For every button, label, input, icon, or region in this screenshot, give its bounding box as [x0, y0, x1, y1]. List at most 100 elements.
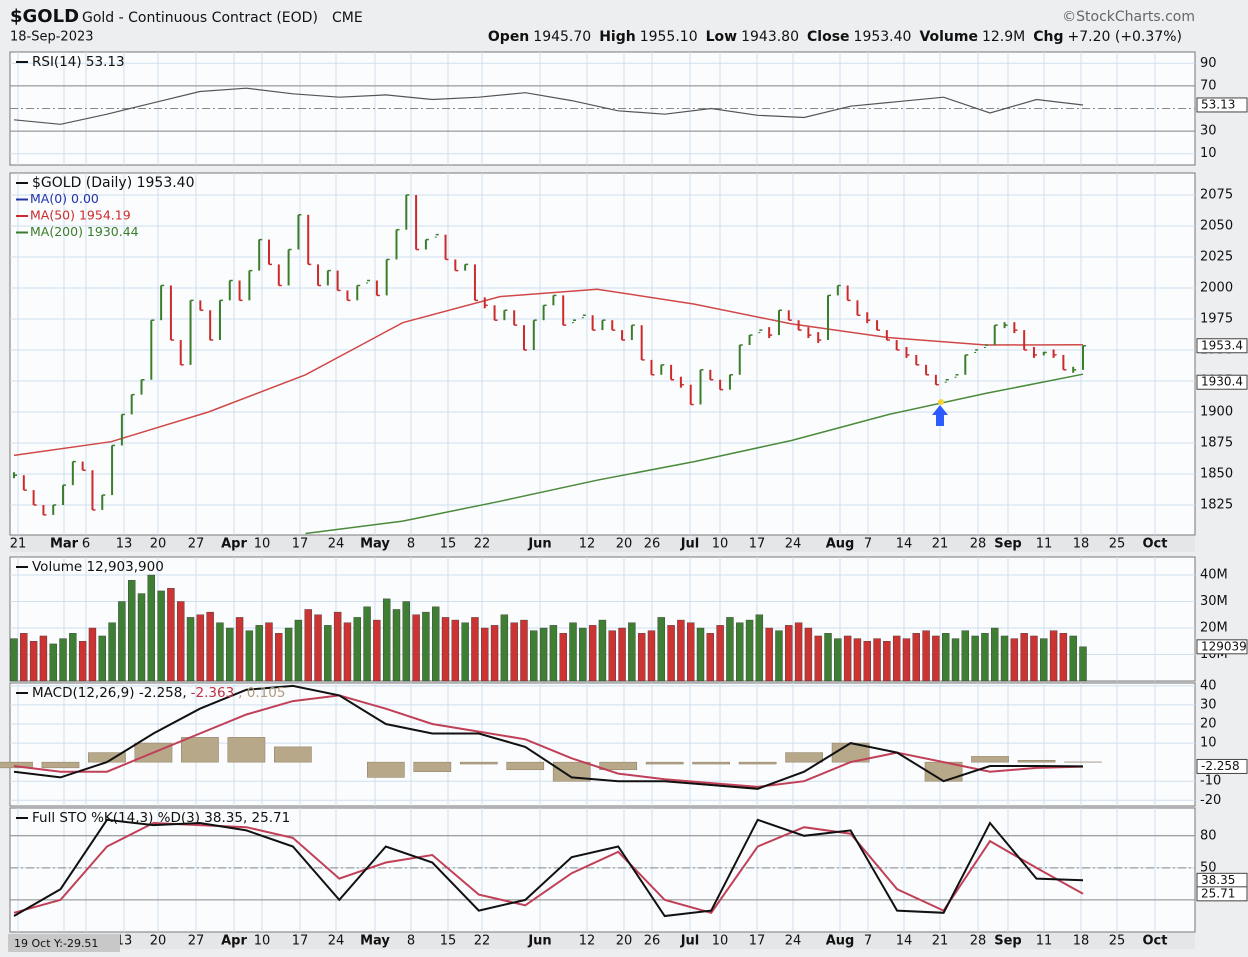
x-tick-label: 12 — [579, 934, 596, 949]
x-tick-label: 26 — [644, 537, 661, 552]
exchange: CME — [332, 10, 363, 26]
x-tick-label: Apr — [221, 537, 247, 552]
value-tag-box — [1196, 639, 1248, 655]
x-tick-label: Jun — [527, 934, 551, 949]
x-tick-label: 15 — [440, 934, 457, 949]
histogram-bar — [971, 756, 1009, 763]
volume-bar — [814, 635, 822, 682]
volume-bar — [343, 622, 352, 682]
x-tick-label: 17 — [292, 934, 309, 949]
volume-bar — [20, 633, 28, 682]
moving-average — [305, 373, 1084, 535]
panel — [9, 807, 1196, 933]
x-tick-label: Oct — [1143, 537, 1168, 552]
volume-bar — [88, 627, 97, 682]
volume-bar — [29, 641, 38, 682]
legend-entry: RSI(14) 53.13 — [32, 54, 125, 70]
volume-bar — [412, 614, 420, 682]
y-tick-label: 2000 — [1200, 280, 1233, 295]
volume-bar — [843, 635, 852, 682]
volume-bar — [765, 627, 773, 682]
x-tick-label: Jul — [680, 934, 700, 949]
y-tick-label: 1850 — [1200, 466, 1233, 481]
volume-bar — [118, 601, 126, 682]
volume-bar — [1079, 646, 1087, 682]
x-tick-label: Aug — [826, 537, 855, 552]
quote-label: High — [599, 29, 636, 45]
volume-bar — [275, 633, 283, 682]
y-tick-label: 2025 — [1200, 249, 1233, 264]
quote-label: Chg — [1033, 29, 1063, 45]
x-tick-label: 21 — [10, 537, 27, 552]
volume-bar — [206, 611, 214, 682]
volume-bar — [1030, 635, 1038, 682]
legend: Volume 12,903,900 — [32, 559, 164, 575]
symbol: $GOLD — [10, 6, 79, 27]
volume-bar — [971, 635, 979, 682]
quote-value: 1945.70 — [533, 29, 591, 45]
x-tick-label: 21 — [932, 934, 949, 949]
legend-entry: , 0.105 — [238, 685, 285, 701]
x-tick-label: 14 — [896, 934, 913, 949]
histogram-bar — [181, 737, 219, 763]
volume-bar — [1020, 633, 1028, 682]
volume-bar — [324, 625, 332, 682]
legend-entry: MACD(12,26,9) -2.258, — [32, 685, 187, 701]
x-tick-label: 10 — [712, 537, 729, 552]
volume-bar — [785, 625, 793, 682]
volume-bar — [618, 627, 626, 682]
x-tick-label: 24 — [785, 934, 802, 949]
volume-bar — [706, 633, 715, 682]
y-tick-label: -10 — [1200, 774, 1221, 789]
x-tick-label: Jun — [527, 537, 551, 552]
volume-bar — [588, 625, 597, 682]
x-tick-label: 22 — [474, 934, 491, 949]
volume-bar — [716, 625, 724, 682]
volume-bar — [981, 633, 989, 682]
y-tick-label: 1975 — [1200, 311, 1233, 326]
volume-bar — [1040, 638, 1048, 682]
volume-bar — [481, 627, 489, 682]
volume-bar — [922, 630, 930, 682]
legend-entry: MA(0) 0.00 — [30, 191, 99, 206]
volume-bar — [147, 574, 156, 682]
quote-label: Close — [807, 29, 850, 45]
y-tick-label: 1900 — [1200, 404, 1233, 419]
value-tag: -2.258 — [1201, 759, 1240, 773]
x-tick-label: 25 — [1109, 537, 1126, 552]
series-line — [13, 694, 1084, 788]
volume-bar — [579, 627, 587, 682]
series-line — [13, 821, 1084, 914]
x-tick-label: Apr — [221, 934, 247, 949]
x-tick-label: 10 — [712, 934, 729, 949]
x-tick-label: 8 — [407, 934, 415, 949]
volume-bar — [235, 617, 244, 682]
y-tick-label: 70 — [1200, 78, 1217, 93]
histogram-bar — [645, 761, 684, 765]
x-tick-label: Aug — [826, 934, 855, 949]
volume-bar — [284, 627, 293, 682]
quote-value: 1943.80 — [741, 29, 799, 45]
histogram-bar — [738, 761, 777, 765]
y-tick-label: 20 — [1200, 717, 1217, 732]
volume-bar — [49, 643, 57, 682]
y-tick-label: 10 — [1200, 146, 1217, 161]
value-tag: 25.71 — [1201, 886, 1235, 900]
value-tag-box — [1196, 338, 1248, 354]
x-tick-label: 17 — [749, 934, 766, 949]
value-tag: 38.35 — [1201, 873, 1235, 887]
volume-bar — [304, 609, 312, 682]
volume-bar — [490, 625, 499, 682]
legend-entry: MA(200) 1930.44 — [30, 224, 139, 239]
value-tag-box — [1196, 886, 1248, 902]
quote-label: Volume — [919, 29, 978, 45]
volume-bar — [677, 619, 685, 682]
volume-bar — [265, 622, 273, 682]
x-tick-label: 27 — [188, 537, 205, 552]
x-tick-label: 14 — [896, 537, 913, 552]
x-tick-label: 11 — [1036, 934, 1053, 949]
histogram-bar — [692, 761, 731, 765]
x-tick-label: 18 — [1073, 537, 1090, 552]
quote-value: 1953.40 — [854, 29, 912, 45]
volume-bar — [539, 627, 548, 682]
